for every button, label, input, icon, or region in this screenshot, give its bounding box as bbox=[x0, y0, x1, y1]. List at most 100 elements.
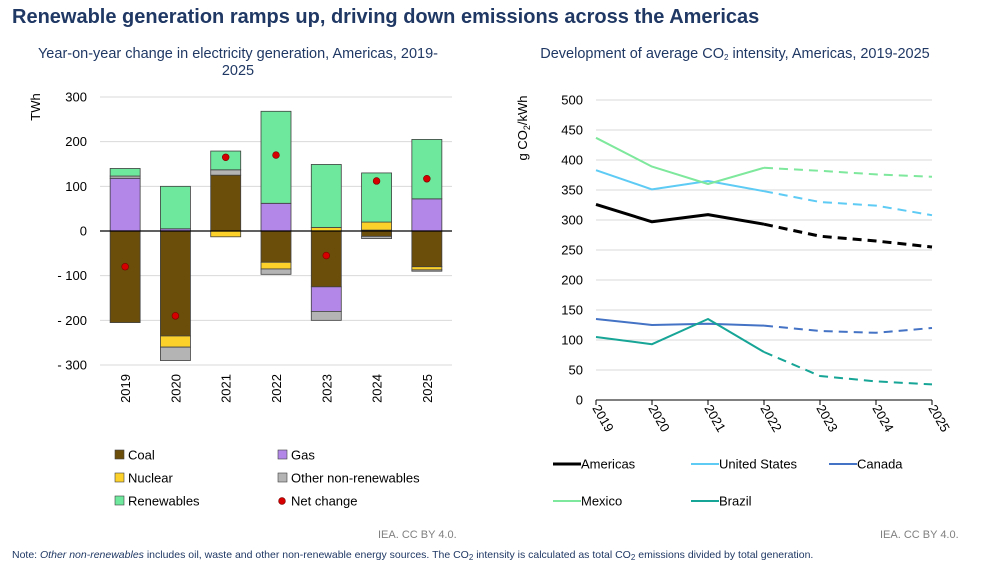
left-y-axis-label: TWh bbox=[28, 93, 43, 120]
bar-renewables-2023 bbox=[310, 164, 342, 228]
note-mid: includes oil, waste and other non-renewa… bbox=[143, 549, 469, 561]
bar-other-non-renewables-2025 bbox=[411, 269, 443, 272]
legend-label-brazil: Brazil bbox=[719, 494, 752, 509]
left-chart-title: Year-on-year change in electricity gener… bbox=[37, 46, 439, 79]
right-title-part-2: intensity, Americas, 2019-2025 bbox=[728, 46, 930, 62]
bar-nuclear-2020 bbox=[160, 335, 191, 348]
line-americas-historical bbox=[595, 202, 765, 226]
right-y-tick-label: 450 bbox=[561, 123, 583, 138]
bar-gas-2022 bbox=[260, 202, 292, 232]
right-y-tick-label: 350 bbox=[561, 183, 583, 198]
right-y-axis-label: g CO2/kWh bbox=[515, 96, 532, 161]
net-change-marker-2023 bbox=[322, 251, 330, 260]
legend-label-renewables: Renewables bbox=[128, 494, 200, 509]
left-y-tick-label: 300 bbox=[65, 90, 87, 105]
bar-renewables-2019 bbox=[109, 168, 141, 177]
net-change-marker-2020 bbox=[171, 312, 180, 320]
right-y-tick-label: 250 bbox=[561, 243, 583, 258]
note-end: emissions divided by total generation. bbox=[635, 549, 814, 561]
bar-gas-2023 bbox=[310, 286, 342, 312]
note-mid-2: intensity is calculated as total CO bbox=[473, 549, 631, 561]
right-y-tick-label: 150 bbox=[561, 303, 583, 318]
left-x-tick-label: 2022 bbox=[269, 374, 284, 403]
bar-other-non-renewables-2020 bbox=[160, 346, 191, 361]
legend-label-coal: Coal bbox=[128, 448, 155, 463]
legend-label-americas: Americas bbox=[581, 457, 636, 472]
right-y-tick-label: 400 bbox=[561, 153, 583, 168]
left-x-tick-label: 2025 bbox=[420, 374, 435, 403]
line-americas-forecast bbox=[763, 222, 933, 249]
page-title: Renewable generation ramps up, driving d… bbox=[12, 6, 760, 28]
line-mexico-forecast bbox=[763, 166, 933, 178]
net-change-marker-2024 bbox=[372, 177, 381, 185]
bar-other-non-renewables-2024 bbox=[361, 235, 392, 239]
right-x-tick-label: 2019 bbox=[589, 402, 616, 435]
right-x-tick-label: 2021 bbox=[701, 402, 728, 435]
credit-right: IEA. CC BY 4.0. bbox=[880, 529, 959, 541]
bar-renewables-2025 bbox=[411, 139, 443, 200]
bar-coal-2022 bbox=[260, 230, 292, 263]
bar-coal-2021 bbox=[210, 174, 242, 232]
left-y-tick-label: - 300 bbox=[57, 358, 87, 373]
bar-gas-2019 bbox=[109, 177, 141, 232]
legend-swatch-gas bbox=[277, 449, 288, 460]
note-italic: Other non-renewables bbox=[40, 549, 144, 561]
note-sub-2: 2 bbox=[630, 553, 636, 562]
right-y-tick-label: 0 bbox=[576, 393, 583, 408]
bar-other-non-renewables-2023 bbox=[310, 310, 342, 321]
right-x-tick-label: 2024 bbox=[869, 402, 896, 435]
note-prefix: Note: bbox=[12, 549, 41, 561]
net-change-marker-2022 bbox=[272, 151, 280, 159]
bar-other-non-renewables-2021 bbox=[210, 169, 242, 176]
left-x-tick-label: 2021 bbox=[219, 374, 234, 403]
bar-nuclear-2021 bbox=[210, 230, 242, 238]
right-y-tick-label: 50 bbox=[569, 363, 583, 378]
net-change-marker-2025 bbox=[423, 175, 431, 183]
legend-swatch-renewables bbox=[114, 495, 125, 506]
line-united-states-historical bbox=[595, 169, 765, 193]
left-x-tick-label: 2020 bbox=[168, 374, 183, 403]
left-x-tick-label: 2023 bbox=[319, 374, 334, 403]
legend-swatch-net-change bbox=[278, 497, 286, 505]
bar-nuclear-2022 bbox=[260, 261, 292, 270]
note-sub-1: 2 bbox=[468, 553, 474, 562]
line-mexico-historical bbox=[595, 136, 765, 185]
legend-label-mexico: Mexico bbox=[581, 494, 622, 509]
footnote: Note: Other non-renewables includes oil,… bbox=[12, 549, 813, 562]
legend-label-canada: Canada bbox=[857, 457, 903, 472]
left-y-tick-label: - 100 bbox=[57, 268, 87, 283]
left-y-tick-label: 0 bbox=[80, 224, 87, 239]
left-y-tick-label: 100 bbox=[65, 179, 87, 194]
bar-coal-2024 bbox=[361, 230, 392, 237]
bar-nuclear-2024 bbox=[361, 221, 392, 231]
bar-renewables-2024 bbox=[361, 172, 392, 223]
credit-left: IEA. CC BY 4.0. bbox=[378, 529, 457, 541]
line-brazil-historical bbox=[595, 318, 765, 353]
net-change-marker-2021 bbox=[222, 153, 230, 162]
right-x-tick-label: 2020 bbox=[645, 402, 672, 435]
line-united-states-forecast bbox=[763, 190, 933, 217]
legend-swatch-nuclear bbox=[114, 472, 125, 483]
legend-swatch-coal bbox=[114, 449, 125, 460]
bar-coal-2025 bbox=[411, 230, 443, 268]
right-title-part-1: Development of average CO bbox=[540, 46, 725, 62]
right-x-tick-label: 2023 bbox=[813, 402, 840, 435]
line-brazil-forecast bbox=[763, 351, 933, 386]
right-y-tick-label: 200 bbox=[561, 273, 583, 288]
left-y-tick-label: - 200 bbox=[57, 313, 87, 328]
right-x-tick-label: 2022 bbox=[757, 402, 784, 435]
legend-label-gas: Gas bbox=[291, 448, 315, 463]
legend-swatch-other-non-renewables bbox=[277, 472, 288, 483]
bar-gas-2025 bbox=[411, 198, 443, 232]
legend-label-other-non-renewables: Other non-renewables bbox=[291, 471, 420, 486]
left-x-tick-label: 2019 bbox=[118, 374, 133, 403]
right-chart-title: Development of average CO2 intensity, Am… bbox=[510, 46, 960, 66]
left-x-tick-label: 2024 bbox=[370, 374, 385, 403]
right-y-tick-label: 100 bbox=[561, 333, 583, 348]
bar-coal-2020 bbox=[160, 230, 191, 337]
net-change-marker-2019 bbox=[121, 263, 129, 271]
bar-other-non-renewables-2022 bbox=[260, 268, 292, 275]
right-y-tick-label: 300 bbox=[561, 213, 583, 228]
line-canada-forecast bbox=[763, 324, 933, 334]
